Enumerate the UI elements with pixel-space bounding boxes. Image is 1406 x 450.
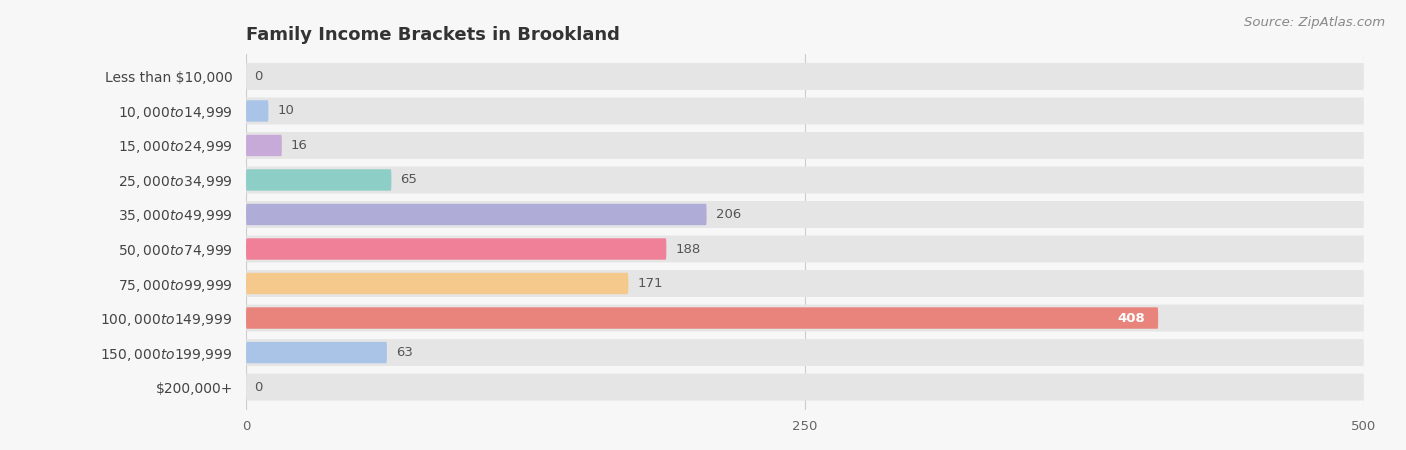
FancyBboxPatch shape [246, 100, 269, 122]
FancyBboxPatch shape [246, 307, 1159, 329]
FancyBboxPatch shape [246, 339, 1364, 366]
Text: 65: 65 [401, 174, 418, 186]
FancyBboxPatch shape [246, 204, 707, 225]
FancyBboxPatch shape [246, 135, 281, 156]
Text: 0: 0 [254, 70, 263, 83]
Text: 63: 63 [396, 346, 413, 359]
FancyBboxPatch shape [246, 342, 387, 363]
FancyBboxPatch shape [246, 132, 1364, 159]
Text: Family Income Brackets in Brookland: Family Income Brackets in Brookland [246, 26, 620, 44]
Text: 171: 171 [637, 277, 662, 290]
FancyBboxPatch shape [246, 235, 1364, 262]
Text: 188: 188 [675, 243, 700, 256]
FancyBboxPatch shape [246, 273, 628, 294]
Text: 10: 10 [277, 104, 294, 117]
Text: 0: 0 [254, 381, 263, 394]
FancyBboxPatch shape [246, 169, 391, 191]
FancyBboxPatch shape [246, 166, 1364, 194]
FancyBboxPatch shape [246, 201, 1364, 228]
FancyBboxPatch shape [246, 238, 666, 260]
FancyBboxPatch shape [246, 374, 1364, 400]
FancyBboxPatch shape [246, 270, 1364, 297]
Text: 206: 206 [716, 208, 741, 221]
FancyBboxPatch shape [246, 98, 1364, 124]
Text: Source: ZipAtlas.com: Source: ZipAtlas.com [1244, 16, 1385, 29]
Text: 16: 16 [291, 139, 308, 152]
Text: 408: 408 [1116, 311, 1144, 324]
FancyBboxPatch shape [246, 63, 1364, 90]
FancyBboxPatch shape [246, 305, 1364, 332]
